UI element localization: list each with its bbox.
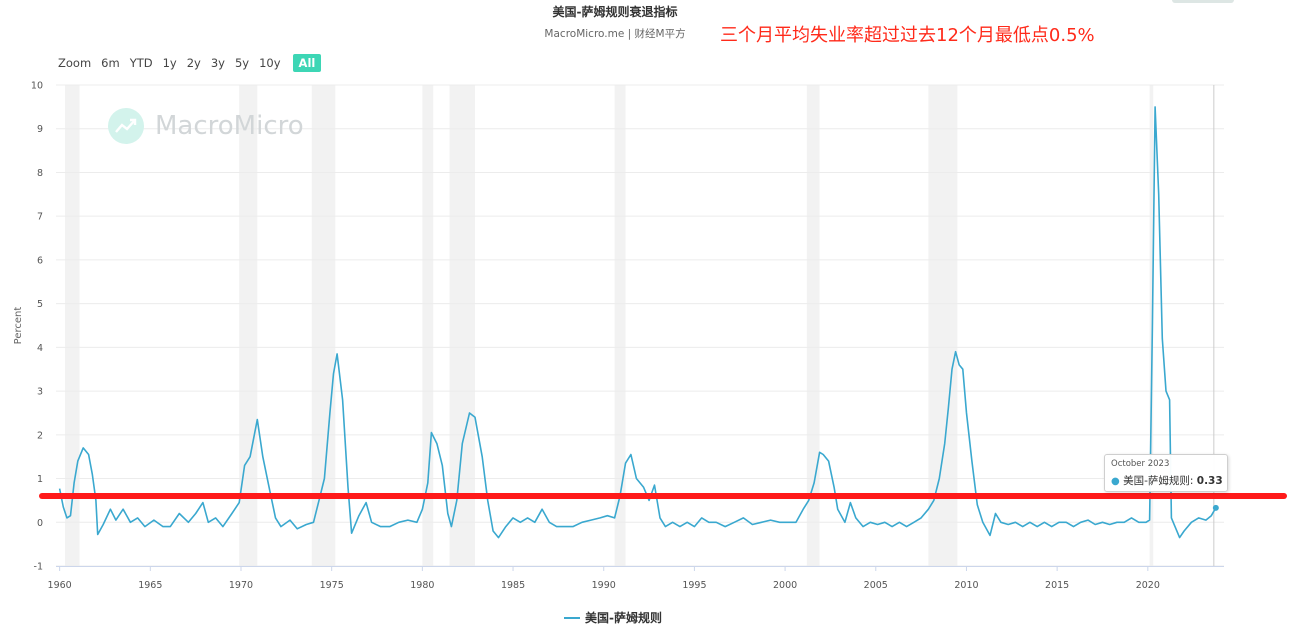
- x-tick-label-1985: 1985: [501, 580, 525, 591]
- tooltip-series-name: 美国-萨姆规则: [1123, 475, 1190, 487]
- range-all-button[interactable]: All: [292, 54, 322, 72]
- recession-band-6: [806, 85, 820, 566]
- data-tooltip: October 2023 ● 美国-萨姆规则: 0.33: [1104, 454, 1228, 492]
- range-2y-button[interactable]: 2y: [186, 56, 201, 70]
- range-10y-button[interactable]: 10y: [259, 56, 281, 70]
- y-tick-label--1: -1: [34, 562, 43, 573]
- range-6m-button[interactable]: 6m: [101, 56, 120, 70]
- range-selector: Zoom 6m YTD 1y 2y 3y 5y 10y All: [58, 54, 331, 72]
- zoom-label: Zoom: [58, 56, 92, 70]
- chart-subtitle: MacroMicro.me | 财经M平方: [544, 28, 686, 40]
- export-button[interactable]: [1172, 0, 1234, 3]
- y-tick-label-5: 5: [37, 299, 43, 310]
- tooltip-row: ● 美国-萨姆规则: 0.33: [1111, 475, 1223, 487]
- recession-band-7: [928, 85, 958, 566]
- x-tick-label-2015: 2015: [1045, 580, 1069, 591]
- x-tick-label-1975: 1975: [320, 580, 344, 591]
- y-tick-label-6: 6: [37, 255, 43, 266]
- y-axis-ticks: -1 0 1 2 3 4 5 6 7 8 9 10: [31, 81, 43, 573]
- y-tick-label-1: 1: [37, 474, 43, 485]
- tooltip-date: October 2023: [1111, 459, 1170, 469]
- y-tick-label-10: 10: [31, 81, 43, 92]
- recession-band-8: [1149, 85, 1154, 566]
- chart-legend[interactable]: 美国-萨姆规则: [564, 609, 662, 626]
- x-tick-label-2010: 2010: [954, 580, 978, 591]
- x-tick-label-1995: 1995: [682, 580, 706, 591]
- y-tick-label-2: 2: [37, 430, 43, 441]
- x-tick-label-1960: 1960: [48, 580, 72, 591]
- chart-trend-icon: [108, 108, 144, 144]
- x-tick-label-2020: 2020: [1136, 580, 1160, 591]
- watermark-text: MacroMicro: [155, 111, 304, 141]
- x-tick-label-1980: 1980: [410, 580, 434, 591]
- recession-band-3: [422, 85, 434, 566]
- y-tick-label-7: 7: [37, 212, 43, 223]
- y-tick-label-4: 4: [37, 343, 43, 354]
- range-1y-button[interactable]: 1y: [162, 56, 177, 70]
- chart-title: 美国-萨姆规则衰退指标: [552, 5, 678, 19]
- series-line-sahm-rule: [58, 106, 1217, 539]
- x-tick-label-1965: 1965: [138, 580, 162, 591]
- x-axis-ticks: 1960 1965 1970 1975 1980 1985 1990 1995 2000 2005…: [48, 566, 1160, 591]
- x-tick-label-2005: 2005: [864, 580, 888, 591]
- recession-band-2: [311, 85, 336, 566]
- range-3y-button[interactable]: 3y: [210, 56, 225, 70]
- hover-point: [1212, 504, 1219, 511]
- range-ytd-button[interactable]: YTD: [129, 56, 153, 70]
- tooltip-series-dot: ●: [1111, 476, 1120, 487]
- y-axis-label: Percent: [13, 307, 24, 345]
- threshold-annotation: 三个月平均失业率超过过去12个月最低点0.5%: [720, 25, 1095, 46]
- y-tick-label-0: 0: [37, 518, 43, 529]
- x-tick-label-1970: 1970: [229, 580, 253, 591]
- y-tick-label-3: 3: [37, 387, 43, 398]
- x-tick-label-2000: 2000: [773, 580, 797, 591]
- watermark-logo: MacroMicro: [108, 108, 304, 144]
- y-tick-label-9: 9: [37, 124, 43, 135]
- tooltip-value: 0.33: [1196, 475, 1223, 487]
- recession-band-0: [65, 85, 80, 566]
- legend-label: 美国-萨姆规则: [585, 611, 662, 625]
- recession-bands: [65, 85, 1154, 566]
- y-tick-label-8: 8: [37, 168, 43, 179]
- recession-band-5: [614, 85, 626, 566]
- x-tick-label-1990: 1990: [592, 580, 616, 591]
- range-5y-button[interactable]: 5y: [234, 56, 250, 70]
- recession-band-4: [449, 85, 475, 566]
- legend-swatch: [564, 616, 580, 619]
